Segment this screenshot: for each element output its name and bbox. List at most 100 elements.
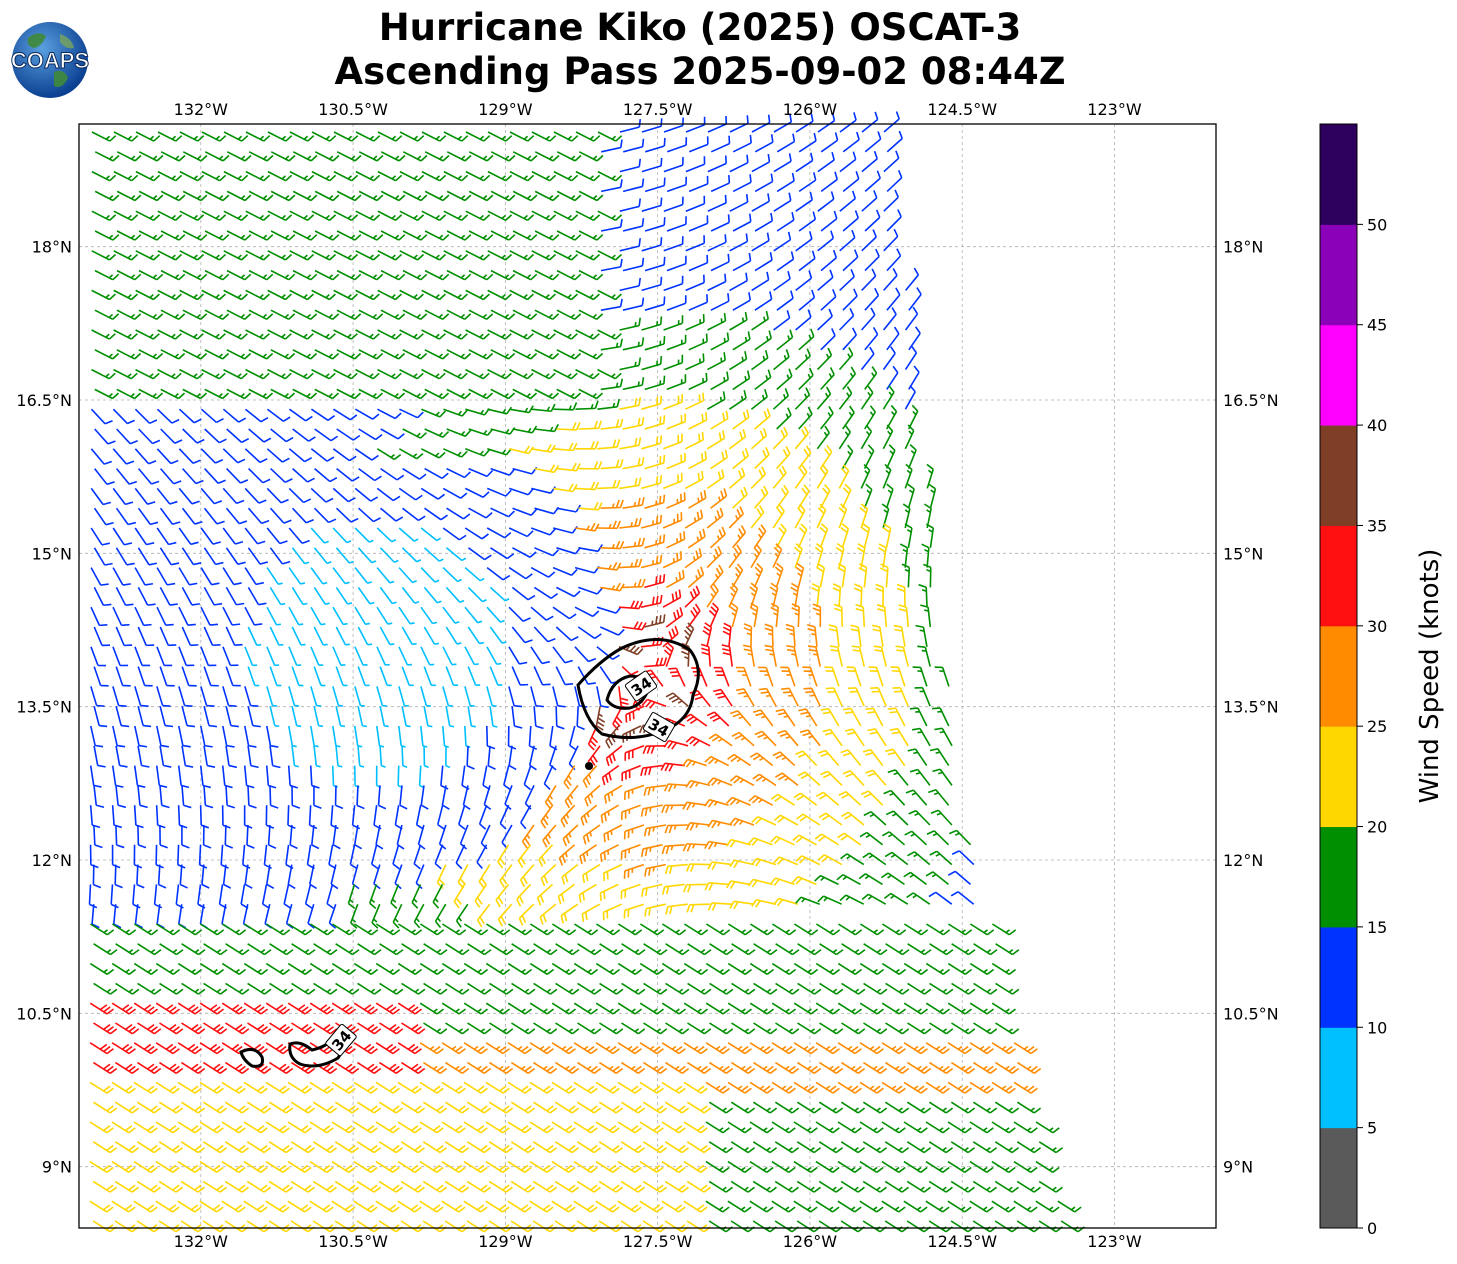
- wind-barb: [423, 1022, 448, 1035]
- wind-barb: [820, 367, 835, 390]
- wind-barb: [598, 1180, 623, 1193]
- wind-barb: [908, 809, 931, 826]
- wind-barb: [156, 487, 178, 505]
- wind-barb: [666, 255, 687, 272]
- wind-barb: [639, 962, 665, 975]
- wind-barb: [380, 388, 406, 400]
- wind-barb: [820, 171, 838, 193]
- wind-barb: [553, 131, 579, 142]
- wind-barb: [332, 646, 346, 666]
- wind-barb: [881, 1121, 906, 1134]
- wind-barb: [555, 1022, 580, 1035]
- wind-barb: [930, 809, 953, 826]
- wind-barb: [795, 270, 813, 292]
- wind-barb: [795, 562, 805, 588]
- wind-barb: [682, 758, 707, 768]
- wind-barb: [815, 1200, 840, 1213]
- wind-barb: [798, 289, 816, 311]
- wind-barb: [432, 884, 444, 909]
- wind-barb: [551, 1081, 576, 1094]
- wind-barb: [137, 785, 148, 809]
- wind-barb: [862, 1180, 887, 1193]
- wind-barb: [819, 483, 831, 509]
- wind-barb: [837, 1042, 862, 1055]
- wind-barb: [860, 346, 875, 371]
- wind-barb: [906, 1061, 932, 1074]
- wind-barb: [377, 210, 403, 221]
- wind-barb: [221, 1200, 246, 1213]
- wind-barb: [818, 812, 843, 826]
- wind-barb: [377, 368, 402, 380]
- wind-barb: [313, 666, 326, 687]
- wind-barb: [380, 309, 406, 320]
- wind-barb: [751, 232, 770, 252]
- wind-barb: [398, 606, 415, 625]
- wind-barb: [729, 115, 749, 133]
- wind-barb: [907, 444, 917, 469]
- wind-barb: [884, 1141, 910, 1154]
- wind-barb: [621, 943, 646, 956]
- wind-barb: [269, 547, 291, 565]
- wind-barb: [1038, 1141, 1064, 1154]
- wind-barb: [375, 1121, 400, 1134]
- wind-barb: [556, 269, 582, 281]
- wind-barb: [441, 1121, 466, 1134]
- wind-barb: [776, 368, 793, 391]
- wind-barb: [807, 624, 818, 647]
- wind-barb: [483, 785, 492, 811]
- wind-barb: [478, 804, 488, 830]
- wind-barb: [909, 707, 928, 727]
- wind-barb: [421, 210, 447, 221]
- wind-barb: [817, 308, 833, 331]
- wind-barb: [903, 1081, 928, 1094]
- wind-barb: [797, 523, 808, 549]
- wind-barb: [244, 527, 266, 545]
- wind-barb: [557, 883, 575, 905]
- wind-barb: [1035, 1160, 1060, 1173]
- wind-barb: [731, 982, 756, 995]
- wind-barb: [512, 466, 538, 475]
- wind-barb: [182, 269, 208, 281]
- wind-barb: [663, 315, 684, 331]
- wind-barb: [556, 586, 581, 598]
- wind-barb: [622, 578, 646, 589]
- wind-barb: [531, 329, 556, 340]
- wind-barb: [353, 1002, 379, 1015]
- wind-barb: [503, 765, 511, 791]
- wind-barb: [263, 844, 272, 870]
- wind-barb: [313, 785, 322, 810]
- wind-barb: [90, 487, 112, 506]
- wind-barb: [399, 785, 408, 810]
- wind-barb: [226, 349, 252, 360]
- wind-barb: [554, 1180, 579, 1193]
- wind-barb: [599, 1022, 624, 1035]
- wind-barb: [401, 666, 414, 687]
- wind-barb: [969, 1200, 994, 1213]
- wind-barb: [951, 982, 976, 995]
- wind-barb: [89, 923, 115, 936]
- wind-barb: [314, 467, 338, 483]
- wind-barb: [575, 329, 600, 340]
- wind-barb: [114, 1141, 140, 1154]
- wind-barb: [380, 349, 406, 360]
- wind-barb: [665, 982, 690, 995]
- wind-barb: [841, 982, 866, 995]
- wind-barb: [334, 1141, 360, 1154]
- wind-barb: [794, 426, 809, 450]
- wind-barb: [115, 587, 134, 606]
- wind-barb: [619, 397, 642, 410]
- wind-barb: [576, 1141, 602, 1154]
- wind-barb: [991, 962, 1017, 975]
- wind-barb: [354, 725, 363, 748]
- wind-barb: [200, 686, 215, 707]
- wind-barb: [575, 289, 600, 301]
- wind-barb: [94, 309, 120, 320]
- wind-barb: [94, 190, 120, 202]
- wind-barb: [92, 1220, 117, 1233]
- wind-barb: [579, 844, 598, 865]
- wind-barb: [820, 770, 843, 786]
- wind-barb: [903, 1002, 929, 1015]
- wind-barb: [225, 785, 235, 809]
- wind-barb: [912, 727, 931, 747]
- wind-barb: [336, 349, 362, 360]
